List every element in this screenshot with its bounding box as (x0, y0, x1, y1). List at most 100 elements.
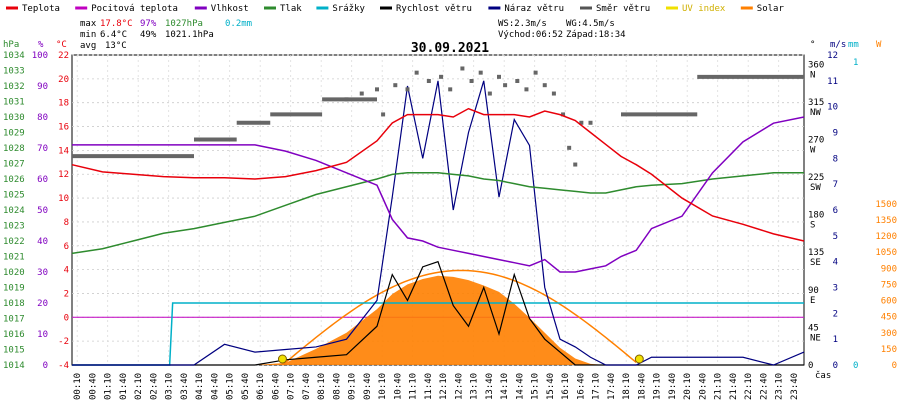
series-wind-dir-point (448, 87, 453, 92)
legend-label: Srážky (332, 4, 365, 14)
tick-dir-compass: SW (810, 183, 821, 193)
tick-pct: 10 (37, 330, 48, 340)
tick-hpa: 1030 (3, 113, 25, 123)
tick-hpa: 1020 (3, 268, 25, 278)
legend-label: UV index (682, 4, 726, 14)
tick-temp: 12 (58, 170, 69, 180)
tick-hpa: 1018 (3, 299, 25, 309)
tick-time: 21:10 (714, 373, 724, 400)
series-wind-dir-point (588, 120, 593, 125)
tick-temp: 8 (64, 218, 69, 228)
tick-time: 10:10 (378, 373, 388, 400)
tick-ms: 6 (833, 206, 838, 216)
legend-label: Tlak (280, 4, 302, 14)
tick-time: 23:10 (775, 373, 785, 400)
tick-hpa: 1032 (3, 82, 25, 92)
tick-time: 07:10 (287, 373, 297, 400)
series-wind-dir-point (497, 74, 501, 79)
stat-value: 1021.1hPa (165, 30, 214, 40)
tick-time: 04:40 (210, 373, 220, 400)
tick-dir: 360 (808, 60, 824, 70)
tick-time: 11:40 (424, 373, 434, 400)
tick-dir-compass: SE (810, 258, 821, 268)
tick-dir-compass: S (810, 221, 815, 231)
series-wind-dir-point (567, 145, 572, 150)
wind-sunset: Západ:18:34 (566, 30, 626, 40)
tick-ms: 4 (833, 258, 838, 268)
tick-time: 23:40 (790, 373, 800, 400)
tick-dir: 0 (808, 361, 813, 371)
series-solar-area (72, 275, 804, 365)
series-wind-dir-point (533, 70, 538, 75)
series-wind-dir-point (414, 70, 419, 75)
tick-dir-compass: E (810, 296, 815, 306)
stat-value: 97% (140, 19, 157, 29)
stat-label: avg (80, 41, 96, 51)
series-wind-dir-point (381, 112, 386, 117)
tick-dir-compass: W (810, 145, 816, 155)
axis-title-temp: °C (56, 40, 67, 50)
tick-time: 16:40 (576, 373, 586, 400)
tick-hpa: 1028 (3, 144, 25, 154)
tick-ms: 5 (833, 232, 838, 242)
tick-pct: 60 (37, 175, 48, 185)
tick-time: 14:10 (500, 373, 510, 400)
series-wind-dir-point (515, 79, 520, 84)
tick-time: 12:10 (439, 373, 449, 400)
tick-temp: 20 (58, 75, 69, 85)
tick-dir-compass: N (810, 70, 815, 80)
series-wind-dir-point (478, 70, 483, 75)
tick-pct: 20 (37, 299, 48, 309)
tick-w: 750 (881, 280, 897, 290)
series-wind-dir-point (503, 83, 508, 88)
tick-hpa: 1031 (3, 98, 25, 108)
axis-title-dir: ° (810, 40, 815, 50)
chart-title: 30.09.2021 (411, 41, 489, 56)
tick-pct: 100 (32, 51, 48, 61)
series-wind-dir-point (426, 79, 431, 84)
tick-w: 1500 (875, 200, 897, 210)
tick-w: 450 (881, 313, 897, 323)
tick-ms: 11 (827, 77, 838, 87)
tick-temp: 2 (64, 289, 69, 299)
tick-hpa: 1024 (3, 206, 25, 216)
tick-hpa: 1029 (3, 129, 25, 139)
tick-temp: -2 (58, 337, 69, 347)
tick-time: 19:10 (653, 373, 663, 400)
series-wind-dir-point (375, 87, 379, 92)
tick-time: 22:10 (744, 373, 754, 400)
tick-dir: 90 (808, 286, 819, 296)
tick-time: 17:10 (592, 373, 602, 400)
tick-temp: -4 (58, 361, 69, 371)
tick-temp: 14 (58, 146, 69, 156)
tick-time: 08:10 (317, 373, 327, 400)
tick-pct: 0 (43, 361, 48, 371)
tick-ms: 8 (833, 154, 838, 164)
legend-label: Solar (757, 4, 785, 14)
axis-title-ms: m/s (830, 40, 846, 50)
tick-time: 06:10 (256, 373, 266, 400)
series-wind-dir-point (487, 91, 492, 96)
tick-time: 00:40 (88, 373, 98, 400)
series-wind-dir-point (469, 79, 474, 84)
tick-time: 14:40 (515, 373, 525, 400)
series-wind-dir-point (551, 91, 556, 96)
tick-temp: 4 (64, 266, 69, 276)
tick-time: 22:40 (759, 373, 769, 400)
tick-time: 13:40 (485, 373, 495, 400)
tick-mm: 0 (853, 361, 858, 371)
tick-pct: 50 (37, 206, 48, 216)
tick-time: 00:10 (73, 373, 83, 400)
axis-title-mm: mm (848, 40, 859, 50)
tick-time: 12:40 (454, 373, 464, 400)
tick-w: 1050 (875, 248, 897, 258)
axis-title-hpa: hPa (3, 40, 19, 50)
tick-temp: 22 (58, 51, 69, 61)
stat-value: 49% (140, 30, 157, 40)
tick-time: 02:40 (149, 373, 159, 400)
series-wind-gust (72, 80, 805, 366)
tick-time: 20:10 (683, 373, 693, 400)
uv-marker (634, 354, 644, 364)
